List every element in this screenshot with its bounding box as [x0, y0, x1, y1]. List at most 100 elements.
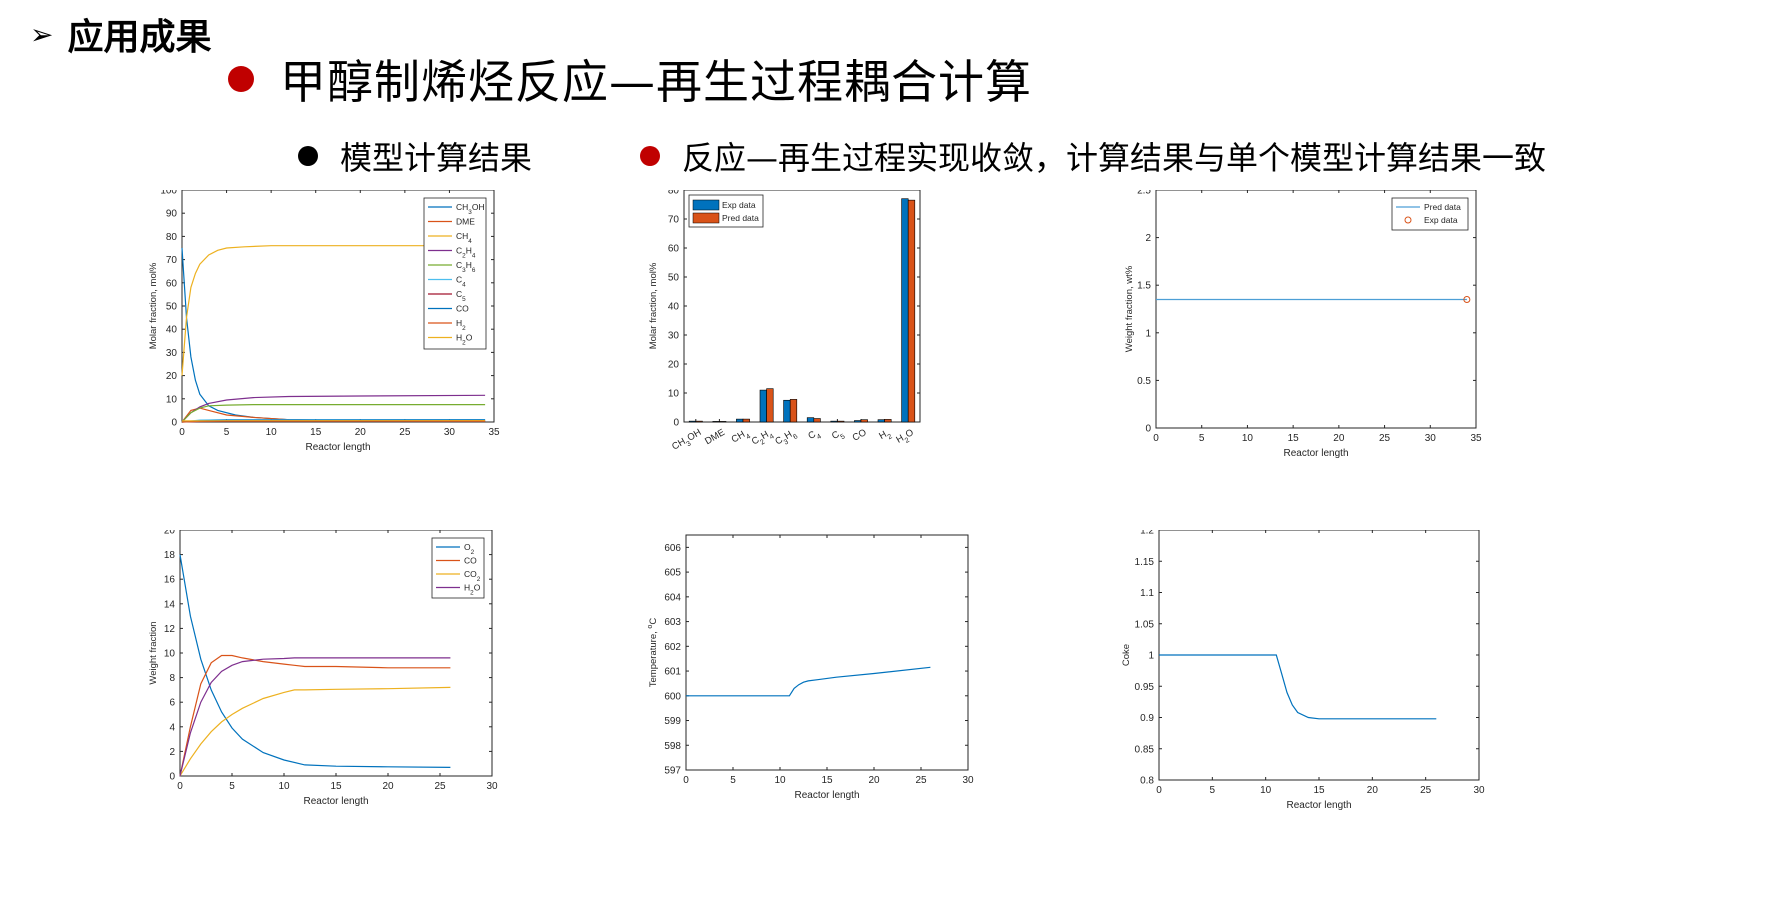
y-tick-label: 8 [169, 673, 175, 684]
x-tick-label: 10 [774, 775, 786, 786]
legend: Exp data Pred data [688, 194, 764, 228]
series-line-data [686, 666, 931, 697]
x-axis-label: Reactor length [794, 790, 859, 801]
x-axis-label: Reactor length [303, 796, 368, 807]
section-header: ➢ 应用成果 [30, 8, 211, 60]
y-tick-label: 14 [164, 599, 176, 610]
x-tick-label: C4 [806, 427, 822, 445]
arrow-bullet-icon: ➢ [30, 17, 54, 51]
x-tick-label: 25 [1379, 433, 1391, 444]
bar-pred-data [884, 419, 892, 423]
bar-pred-data [860, 419, 868, 423]
bar-pred-data [719, 421, 727, 423]
y-axis-label: Temperature, oC [646, 618, 659, 688]
x-tick-label: 5 [730, 775, 736, 786]
y-tick-label: 40 [668, 302, 680, 313]
y-tick-label: 599 [664, 716, 681, 727]
y-tick-label: 0.95 [1135, 682, 1155, 693]
x-tick-label: 5 [229, 781, 235, 792]
legend-label: CO2 [464, 569, 481, 583]
y-tick-label: 60 [668, 244, 680, 255]
series-point-exp-data [1463, 295, 1471, 303]
y-tick-label: 1.05 [1135, 619, 1155, 630]
y-tick-label: 0.8 [1140, 776, 1154, 787]
x-tick-label: H2 [877, 427, 893, 445]
x-tick-label: 15 [1288, 433, 1300, 444]
x-tick-label: CH3OH [670, 427, 705, 455]
x-tick-label: 15 [821, 775, 833, 786]
x-tick-label: DME [703, 427, 727, 447]
x-tick-label: 5 [224, 427, 230, 438]
x-axis-label: Reactor length [1286, 800, 1351, 811]
y-tick-label: 0 [171, 418, 177, 429]
x-tick-label: CO [851, 427, 869, 444]
y-tick-label: 90 [166, 209, 178, 220]
x-tick-label: C2H4 [750, 427, 776, 450]
legend-label: C3H6 [456, 260, 476, 274]
x-tick-label: 25 [915, 775, 927, 786]
page-title: 甲醇制烯烃反应—再生过程耦合计算 [280, 55, 1032, 109]
x-axis: 0 5 10 15 20 25 30 [683, 535, 974, 786]
bar-exp-data [877, 419, 885, 423]
legend-label: Exp data [1424, 215, 1458, 225]
y-tick-label: 10 [164, 649, 176, 660]
x-tick-label: 10 [266, 427, 278, 438]
x-tick-label: 30 [962, 775, 974, 786]
bar-exp-data [688, 420, 697, 423]
y-tick-label: 30 [166, 348, 178, 359]
x-tick-label: 0 [1153, 433, 1159, 444]
y-tick-label: 10 [668, 389, 680, 400]
y-axis-label: Molar fraction, mol% [648, 262, 659, 349]
series-line-c5 [181, 420, 486, 423]
y-tick-label: 1 [1145, 328, 1151, 339]
x-tick-label: 15 [310, 427, 322, 438]
y-tick-label: 20 [166, 371, 178, 382]
x-axis: 0 5 10 15 20 25 30 [1156, 530, 1485, 796]
y-tick-label: 1.15 [1135, 557, 1155, 568]
y-tick-label: 60 [166, 278, 178, 289]
series-line-o2 [179, 554, 451, 768]
y-tick-label: 605 [664, 568, 681, 579]
x-tick-label: 15 [1313, 785, 1325, 796]
x-tick-label: 5 [1199, 433, 1205, 444]
legend-label: CO [464, 556, 477, 566]
legend-label: H2O [464, 583, 481, 597]
y-tick-label: 0 [169, 772, 175, 783]
y-tick-label: 1 [1148, 651, 1154, 662]
chart-molar-fraction-profile: 0 5 10 15 20 25 30 35 0 10 20 30 40 50 60 70 80 90 100 Reac… [148, 190, 500, 453]
red-bullet-icon [640, 146, 660, 166]
x-tick-label: 10 [1260, 785, 1272, 796]
y-tick-label: 80 [668, 190, 680, 197]
y-axis-label: Coke [1121, 644, 1132, 666]
series-line-co2 [179, 686, 451, 777]
red-bullet-icon [228, 66, 254, 92]
x-axis-label: Reactor length [1283, 448, 1348, 459]
y-axis: 0 10 20 30 40 50 60 70 80 [668, 190, 920, 429]
legend-label: H2O [456, 333, 473, 347]
x-tick-label: 25 [434, 781, 446, 792]
x-tick-label: 35 [488, 427, 500, 438]
subheading-right: 反应—再生过程实现收敛，计算结果与单个模型计算结果一致 [640, 133, 1546, 179]
y-tick-label: 4 [169, 722, 175, 733]
legend-box [1391, 197, 1469, 231]
y-tick-label: 12 [164, 624, 176, 635]
bar-exp-data [736, 418, 744, 423]
y-axis-label: Molar fraction, mol% [148, 262, 159, 349]
y-tick-label: 0.5 [1137, 376, 1151, 387]
y-tick-label: 20 [164, 530, 176, 537]
x-tick-label: 0 [683, 775, 689, 786]
y-tick-label: 20 [668, 360, 680, 371]
x-tick-label: C5 [830, 427, 846, 445]
x-tick-label: 35 [1470, 433, 1482, 444]
subheading-left-text: 模型计算结果 [340, 139, 533, 177]
y-tick-label: 603 [664, 617, 681, 628]
x-tick-label: 5 [1210, 785, 1216, 796]
legend-label: C2H4 [456, 246, 476, 260]
bar-pred-data [766, 388, 774, 423]
bar-pred-data [813, 418, 821, 423]
y-tick-label: 50 [166, 302, 178, 313]
section-title: 应用成果 [67, 17, 212, 58]
bar-exp-data [712, 421, 720, 423]
x-tick-label: 0 [1156, 785, 1162, 796]
y-tick-label: 601 [664, 667, 681, 678]
